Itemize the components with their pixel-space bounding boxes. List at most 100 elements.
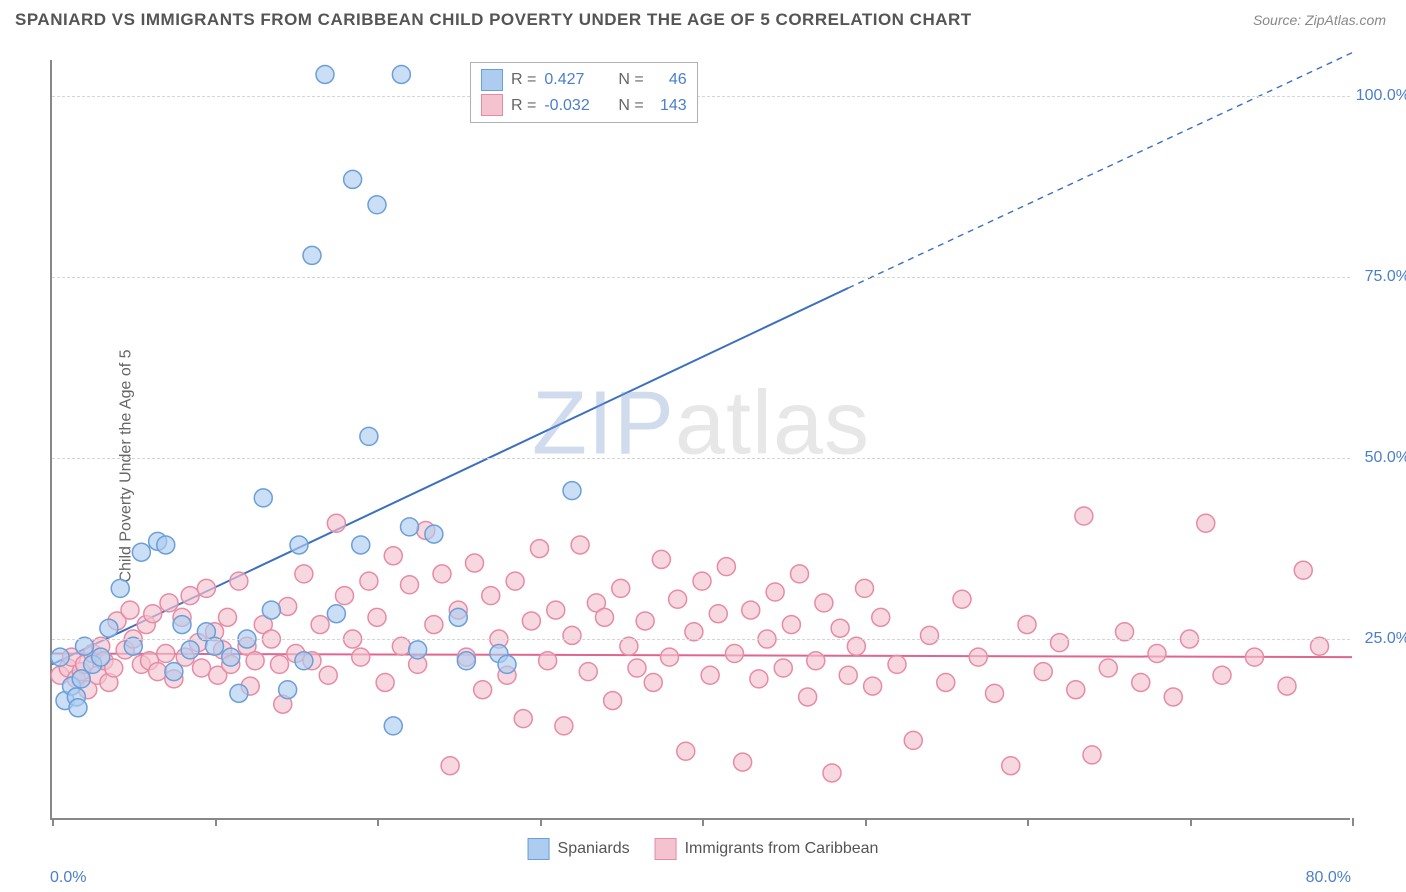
data-point (111, 579, 129, 597)
data-point (279, 681, 297, 699)
data-point (165, 663, 183, 681)
data-point (425, 616, 443, 634)
x-tick (52, 818, 54, 826)
data-point (506, 572, 524, 590)
data-point (254, 489, 272, 507)
data-point (1075, 507, 1093, 525)
data-point (1294, 561, 1312, 579)
data-point (726, 645, 744, 663)
x-tick (1352, 818, 1354, 826)
data-point (709, 605, 727, 623)
data-point (571, 536, 589, 554)
x-axis-min-label: 0.0% (50, 869, 86, 887)
data-point (661, 648, 679, 666)
x-tick (540, 818, 542, 826)
legend-row-spaniards: R = 0.427 N = 46 (481, 67, 687, 93)
data-point (425, 525, 443, 543)
data-point (1051, 634, 1069, 652)
data-point (132, 543, 150, 561)
data-point (327, 605, 345, 623)
data-point (522, 612, 540, 630)
grid-line (52, 96, 1350, 97)
data-point (856, 579, 874, 597)
data-point (316, 65, 334, 83)
data-point (193, 659, 211, 677)
data-point (246, 652, 264, 670)
n-value-caribbean: 143 (652, 93, 687, 119)
data-point (669, 590, 687, 608)
data-point (157, 645, 175, 663)
data-point (1099, 659, 1117, 677)
grid-line (52, 639, 1350, 640)
data-point (157, 536, 175, 554)
data-point (1083, 746, 1101, 764)
y-tick-label: 25.0% (1365, 630, 1406, 648)
r-value-caribbean: -0.032 (544, 93, 604, 119)
data-point (121, 601, 139, 619)
data-point (230, 572, 248, 590)
data-point (160, 594, 178, 612)
data-point (1246, 648, 1264, 666)
r-label: R = (511, 93, 536, 119)
data-point (563, 626, 581, 644)
data-point (1164, 688, 1182, 706)
data-point (290, 536, 308, 554)
data-point (401, 576, 419, 594)
data-point (717, 558, 735, 576)
legend-item-spaniards: Spaniards (528, 838, 630, 860)
data-point (1213, 666, 1231, 684)
n-label: N = (618, 67, 643, 93)
x-tick (702, 818, 704, 826)
data-point (799, 688, 817, 706)
data-point (604, 692, 622, 710)
data-point (384, 717, 402, 735)
data-point (457, 652, 475, 670)
data-point (636, 612, 654, 630)
y-tick-label: 100.0% (1356, 87, 1406, 105)
data-point (596, 608, 614, 626)
data-point (766, 583, 784, 601)
data-point (555, 717, 573, 735)
data-point (222, 648, 240, 666)
data-point (904, 731, 922, 749)
r-label: R = (511, 67, 536, 93)
data-point (701, 666, 719, 684)
data-point (295, 565, 313, 583)
regression-line-dashed (848, 53, 1352, 288)
swatch-caribbean-bottom (655, 838, 677, 860)
data-point (1197, 514, 1215, 532)
data-point (433, 565, 451, 583)
data-point (262, 601, 280, 619)
data-point (181, 641, 199, 659)
data-point (173, 616, 191, 634)
data-point (441, 757, 459, 775)
legend-label-caribbean: Immigrants from Caribbean (685, 840, 879, 858)
data-point (563, 482, 581, 500)
swatch-caribbean (481, 94, 503, 116)
data-point (986, 684, 1004, 702)
data-point (872, 608, 890, 626)
data-point (823, 764, 841, 782)
data-point (1018, 616, 1036, 634)
data-point (921, 626, 939, 644)
data-point (831, 619, 849, 637)
correlation-legend: R = 0.427 N = 46 R = -0.032 N = 143 (470, 62, 698, 123)
data-point (392, 65, 410, 83)
x-tick (215, 818, 217, 826)
data-point (1067, 681, 1085, 699)
data-point (368, 608, 386, 626)
data-point (92, 648, 110, 666)
data-point (815, 594, 833, 612)
chart-title: SPANIARD VS IMMIGRANTS FROM CARIBBEAN CH… (15, 10, 972, 30)
data-point (197, 579, 215, 597)
r-value-spaniards: 0.427 (544, 67, 604, 93)
data-point (336, 587, 354, 605)
data-point (474, 681, 492, 699)
data-point (384, 547, 402, 565)
data-point (791, 565, 809, 583)
y-tick-label: 50.0% (1365, 449, 1406, 467)
chart-container: Child Poverty Under the Age of 5 ZIPatla… (0, 40, 1406, 892)
data-point (230, 684, 248, 702)
data-point (677, 742, 695, 760)
data-point (547, 601, 565, 619)
